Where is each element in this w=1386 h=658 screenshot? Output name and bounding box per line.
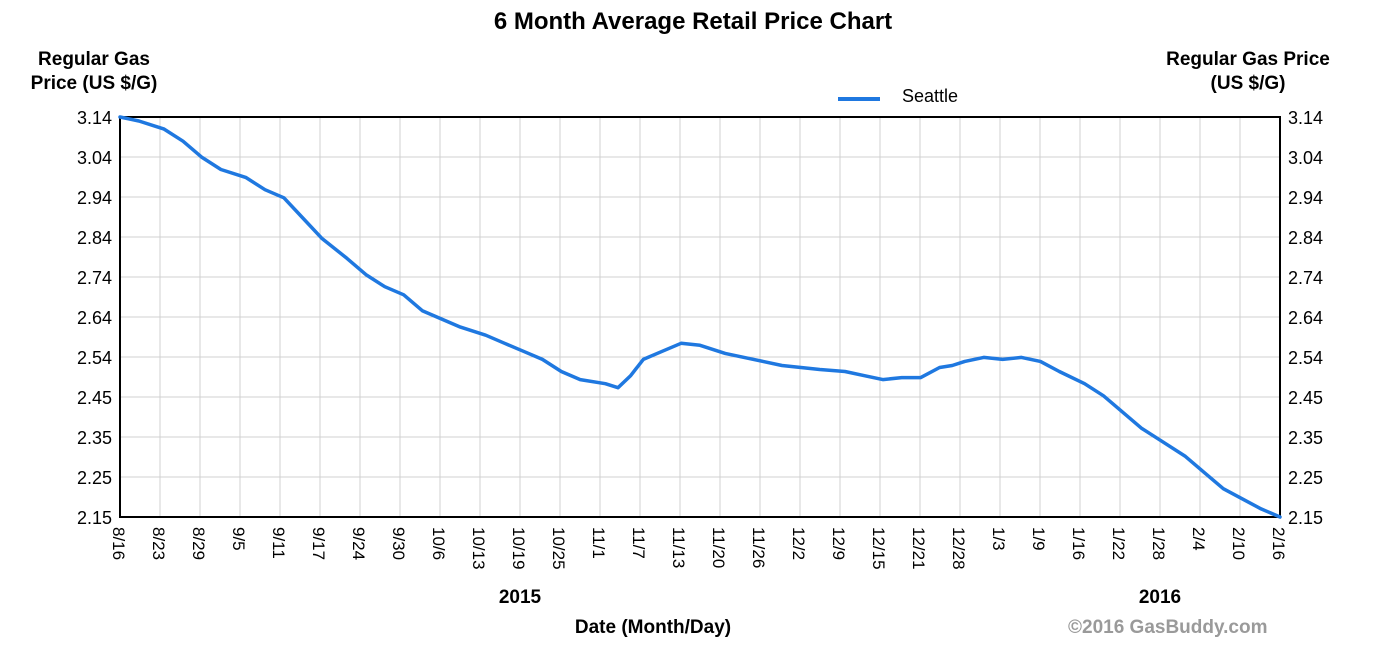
x-tick-label: 12/2 <box>789 527 808 560</box>
x-tick-label: 8/29 <box>189 527 208 560</box>
y-tick-label-left: 2.94 <box>77 188 112 208</box>
y-tick-label-right: 2.54 <box>1288 348 1323 368</box>
y-tick-label-right: 3.14 <box>1288 108 1323 128</box>
x-axis-label: Date (Month/Day) <box>574 617 732 638</box>
x-tick-label: 2/4 <box>1189 527 1208 551</box>
series-line-seattle <box>118 115 1282 519</box>
x-tick-label: 11/26 <box>749 527 768 568</box>
y-tick-label-left: 2.64 <box>77 308 112 328</box>
y-tick-label-right: 2.35 <box>1288 428 1323 448</box>
x-tick-label: 12/28 <box>949 527 968 570</box>
copyright-text: ©2016 GasBuddy.com <box>1068 617 1268 638</box>
chart-title: 6 Month Average Retail Price Chart <box>493 8 893 35</box>
y-tick-label-left: 2.45 <box>77 388 112 408</box>
x-tick-label: 12/9 <box>829 527 848 560</box>
x-tick-label: 11/7 <box>629 527 648 559</box>
year-label: 2016 <box>1139 587 1181 608</box>
x-tick-label: 1/22 <box>1109 527 1128 560</box>
axis-ticks: 3.14 3.14 3.04 3.04 2.94 2.94 2.84 2.84 2.74 2.74… <box>77 108 1323 608</box>
y-tick-label-right: 2.94 <box>1288 188 1323 208</box>
year-label: 2015 <box>499 587 542 608</box>
x-tick-label: 8/23 <box>149 527 168 560</box>
x-tick-label: 10/19 <box>509 527 528 570</box>
grid-lines <box>120 117 1280 517</box>
y-axis-label-left: Regular Gas Price (US $/G) <box>30 49 158 94</box>
x-tick-label: 1/16 <box>1069 527 1088 560</box>
y-tick-label-left: 3.04 <box>77 148 112 168</box>
x-tick-label: 8/16 <box>109 527 128 560</box>
y-tick-label-right: 2.64 <box>1288 308 1323 328</box>
legend-label-seattle: Seattle <box>902 86 959 106</box>
x-tick-label: 1/3 <box>989 527 1008 551</box>
x-tick-label: 9/24 <box>349 527 368 560</box>
x-tick-label: 10/6 <box>429 527 448 560</box>
y-tick-label-left: 2.25 <box>77 468 112 488</box>
x-tick-label: 10/25 <box>549 527 568 570</box>
y-tick-label-left: 2.15 <box>77 508 112 528</box>
y-axis-label-right: Regular Gas Price (US $/G) <box>1166 49 1330 94</box>
y-tick-label-right: 2.25 <box>1288 468 1323 488</box>
y-tick-label-left: 3.14 <box>77 108 112 128</box>
x-tick-label: 2/16 <box>1269 527 1288 560</box>
y-tick-label-left: 2.54 <box>77 348 112 368</box>
x-tick-label: 9/30 <box>389 527 408 560</box>
x-tick-label: 9/5 <box>229 527 248 551</box>
x-tick-label: 9/11 <box>269 527 288 559</box>
legend-swatch-seattle <box>838 97 880 101</box>
x-tick-label: 12/15 <box>869 527 888 570</box>
series-layer <box>118 115 1282 519</box>
y-tick-label-right: 2.74 <box>1288 268 1323 288</box>
x-tick-label: 11/1 <box>589 527 608 559</box>
y-tick-label-right: 3.04 <box>1288 148 1323 168</box>
x-tick-label: 11/20 <box>709 527 728 568</box>
x-tick-label: 1/9 <box>1029 527 1048 551</box>
y-tick-label-left: 2.35 <box>77 428 112 448</box>
x-tick-label: 11/13 <box>669 527 688 568</box>
plot-frame <box>119 116 1281 518</box>
x-tick-label: 9/17 <box>309 527 328 560</box>
x-tick-label: 1/28 <box>1149 527 1168 560</box>
y-tick-label-right: 2.45 <box>1288 388 1323 408</box>
y-tick-label-right: 2.84 <box>1288 228 1323 248</box>
y-tick-label-right: 2.15 <box>1288 508 1323 528</box>
x-tick-label: 2/10 <box>1229 527 1248 560</box>
x-tick-label: 10/13 <box>469 527 488 570</box>
y-tick-label-left: 2.84 <box>77 228 112 248</box>
y-tick-label-left: 2.74 <box>77 268 112 288</box>
x-tick-label: 12/21 <box>909 527 928 570</box>
